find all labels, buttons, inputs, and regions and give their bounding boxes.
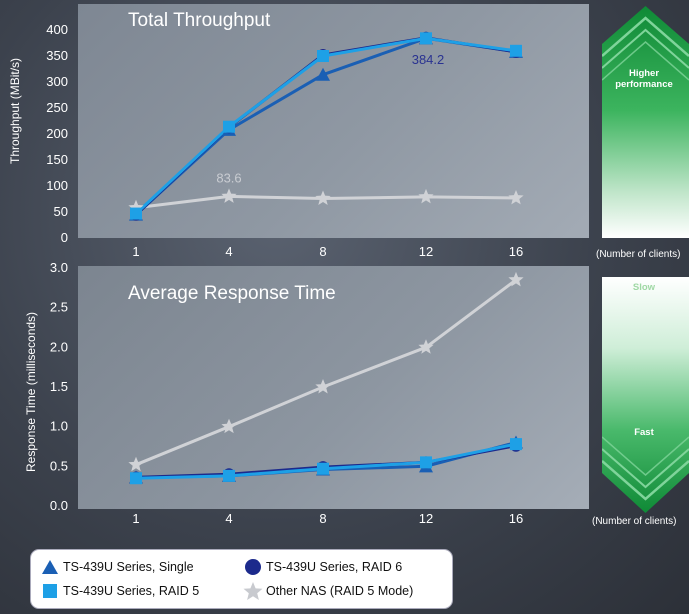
legend-label-raid5: TS-439U Series, RAID 5 (63, 584, 200, 598)
legend: TS-439U Series, Single TS-439U Series, R… (30, 549, 453, 609)
response-x-tick-label: 8 (319, 511, 326, 526)
throughput-x-tick-label: 4 (225, 244, 232, 259)
response-point-other (418, 339, 434, 354)
throughput-x-tick-label: 12 (419, 244, 433, 259)
throughput-point-raid5 (223, 120, 235, 133)
throughput-line-single (134, 36, 517, 216)
higher-performance-arrow-icon (602, 6, 689, 238)
throughput-y-tick-label: 50 (54, 204, 68, 219)
throughput-point-other (418, 188, 434, 204)
response-point-raid5 (223, 469, 235, 482)
legend-label-raid6: TS-439U Series, RAID 6 (266, 560, 403, 574)
throughput-y-tick-label: 250 (46, 100, 68, 115)
response-point-other (128, 456, 144, 472)
response-x-tick-label: 4 (225, 511, 232, 526)
response-point-other (315, 379, 331, 394)
throughput-x-tick-label: 16 (509, 244, 523, 259)
throughput-y-tick-label: 100 (46, 178, 68, 193)
throughput-point-single (316, 67, 330, 81)
response-speed-arrow-icon (602, 277, 689, 513)
legend-label-single: TS-439U Series, Single (63, 560, 194, 574)
response-y-tick-label: 2.0 (50, 339, 68, 354)
throughput-y-tick-label: 200 (46, 126, 68, 141)
response-time-chart-title: Average Response Time (128, 283, 336, 304)
throughput-x-tick-label: 1 (132, 244, 139, 259)
response-y-tick-label: 1.0 (50, 419, 68, 434)
response-point-raid5 (317, 462, 329, 475)
throughput-point-other (315, 190, 331, 205)
throughput-point-other (128, 199, 144, 215)
throughput-data-label: 83.6 (216, 171, 241, 186)
response-y-tick-label: 2.5 (50, 300, 68, 315)
response-y-tick-label: 1.5 (50, 379, 68, 394)
response-point-raid5 (420, 456, 432, 469)
response-line-other (135, 278, 517, 467)
throughput-point-raid5 (130, 207, 142, 220)
throughput-chart-title: Total Throughput (128, 10, 271, 31)
throughput-y-tick-label: 0 (61, 230, 68, 245)
response-point-other (221, 418, 237, 434)
throughput-x-tick-label: 8 (319, 244, 326, 259)
triangle-marker-icon (42, 560, 58, 574)
fast-label: Fast (634, 427, 654, 438)
throughput-point-other (221, 188, 237, 203)
response-point-raid5 (130, 472, 142, 485)
throughput-data-label: 384.2 (412, 52, 445, 67)
response-time-x-axis-label: (Number of clients) (592, 516, 677, 527)
response-y-tick-label: 0.5 (50, 458, 68, 473)
response-y-tick-label: 3.0 (50, 260, 68, 275)
throughput-point-raid5 (510, 44, 522, 57)
throughput-x-axis-label: (Number of clients) (596, 249, 681, 260)
square-marker-icon (43, 584, 57, 598)
slow-label: Slow (632, 282, 656, 293)
higher-performance-label: Higher performance (615, 68, 673, 90)
response-x-tick-label: 16 (509, 511, 523, 526)
response-point-raid5 (510, 438, 522, 451)
response-point-other (508, 271, 524, 287)
throughput-point-raid5 (317, 50, 329, 62)
throughput-line-raid6 (134, 36, 517, 216)
response-y-tick-label: 0.0 (50, 498, 68, 513)
throughput-y-tick-label: 300 (46, 74, 68, 89)
response-x-tick-label: 1 (132, 511, 139, 526)
throughput-line-raid5 (134, 36, 517, 215)
legend-label-other: Other NAS (RAID 5 Mode) (266, 584, 414, 598)
throughput-point-other (508, 190, 524, 205)
throughput-y-tick-label: 150 (46, 152, 68, 167)
circle-marker-icon (245, 559, 261, 575)
throughput-y-tick-label: 400 (46, 22, 68, 37)
star-marker-icon (243, 582, 263, 600)
throughput-y-tick-label: 350 (46, 48, 68, 63)
response-x-tick-label: 12 (419, 511, 433, 526)
throughput-point-raid5 (420, 32, 432, 45)
